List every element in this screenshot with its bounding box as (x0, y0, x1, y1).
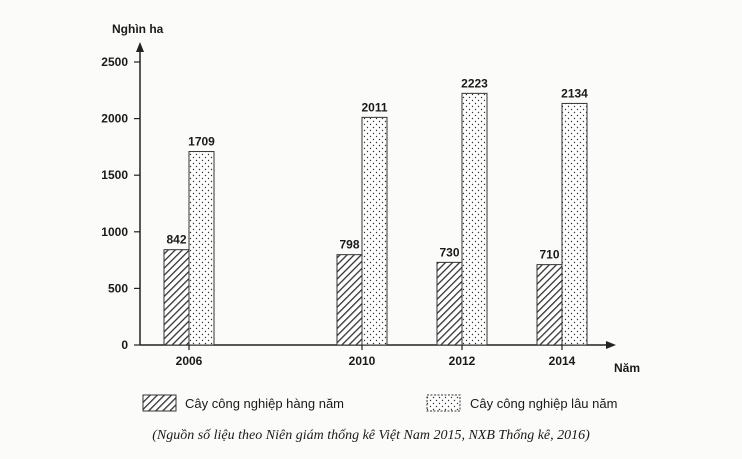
bar-annual (336, 254, 363, 346)
x-tick-label: 2014 (549, 354, 576, 368)
data-label: 842 (166, 233, 186, 247)
y-axis-label: Nghìn ha (112, 22, 164, 36)
legend: Cây công nghiệp hàng năm Cây công nghiệp… (142, 394, 617, 412)
legend-swatch-perennial (426, 394, 461, 412)
bars: 842 1709 798 2011 730 2223 710 2134 (163, 76, 588, 346)
bar-annual (536, 264, 563, 346)
data-label: 730 (439, 245, 459, 259)
data-label: 2011 (361, 100, 387, 114)
y-tick-label: 2000 (101, 112, 128, 126)
y-tick-label: 1500 (101, 168, 128, 182)
legend-swatch-annual (142, 394, 177, 412)
data-label: 1709 (188, 135, 215, 149)
x-ticks: 2006 2010 2012 2014 (176, 345, 576, 368)
bar-perennial (361, 116, 388, 346)
x-tick-label: 2006 (176, 354, 203, 368)
bar-perennial (188, 151, 215, 346)
y-tick-label: 500 (108, 281, 128, 295)
x-tick-label: 2010 (349, 354, 376, 368)
x-axis-arrow (606, 341, 616, 349)
x-axis-label: Năm (614, 361, 640, 375)
data-label: 2223 (461, 76, 488, 90)
y-tick-label: 1000 (101, 225, 128, 239)
legend-label-annual: Cây công nghiệp hàng năm (185, 396, 344, 411)
y-ticks: 0 500 1000 1500 2000 2500 (101, 55, 140, 352)
x-tick-label: 2012 (449, 354, 476, 368)
bar-perennial (461, 92, 488, 346)
y-axis-arrow (136, 42, 144, 52)
source-note: (Nguồn số liệu theo Niên giám thống kê V… (152, 428, 590, 443)
data-label: 710 (539, 248, 559, 262)
y-tick-label: 2500 (101, 55, 128, 69)
y-tick-label: 0 (121, 338, 128, 352)
bar-annual (436, 261, 463, 346)
data-label: 798 (339, 238, 359, 252)
bar-annual (163, 249, 190, 346)
bar-perennial (561, 102, 588, 346)
legend-label-perennial: Cây công nghiệp lâu năm (470, 396, 617, 411)
data-label: 2134 (561, 86, 588, 100)
